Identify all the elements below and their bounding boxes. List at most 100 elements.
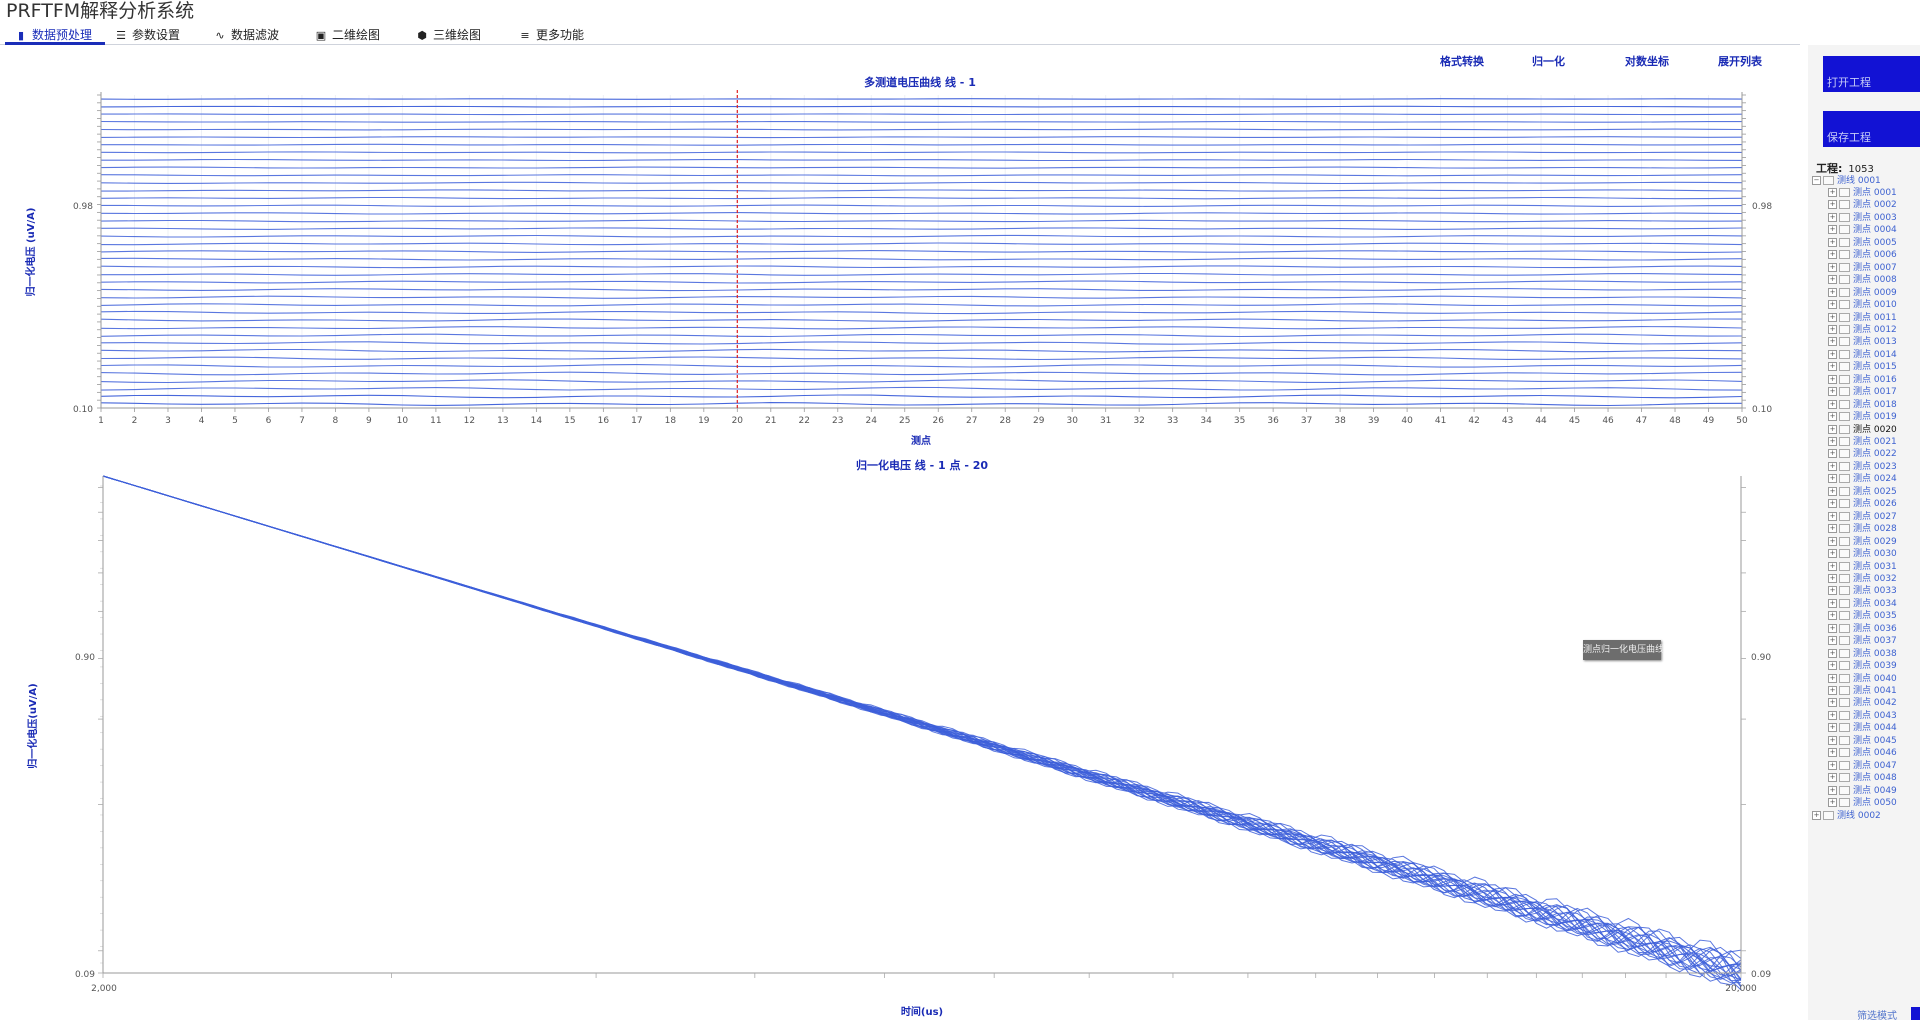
expand-toggle-icon[interactable]: + [1828,486,1837,496]
tree-point-node[interactable]: + 测点 0041 [1828,685,1897,697]
tree-point-node[interactable]: + 测点 0048 [1828,772,1897,784]
expand-toggle-icon[interactable]: + [1828,349,1837,359]
tree-point-node[interactable]: + 测点 0031 [1828,561,1897,573]
expand-toggle-icon[interactable]: + [1828,499,1837,509]
project-tree[interactable]: − 测线 0001 + 测点 0001 + 测点 0002 + 测点 0003 + 测点 0004… [1812,175,1920,835]
tree-point-node[interactable]: + 测点 0044 [1828,722,1897,734]
tree-point-node[interactable]: + 测点 0016 [1828,374,1897,386]
tree-point-node[interactable]: + 测点 0034 [1828,598,1897,610]
tree-point-node[interactable]: + 测点 0033 [1828,585,1897,597]
tree-line-node[interactable]: + 测线 0002 [1812,810,1881,822]
normalize-button[interactable]: 归一化 [1532,55,1565,68]
expand-toggle-icon[interactable]: + [1828,412,1837,422]
tree-point-node[interactable]: + 测点 0002 [1828,199,1897,211]
expand-toggle-icon[interactable]: + [1828,399,1837,409]
expand-toggle-icon[interactable]: + [1828,623,1837,633]
expand-toggle-icon[interactable]: + [1828,636,1837,646]
tree-point-node[interactable]: + 测点 0039 [1828,660,1897,672]
tree-point-node[interactable]: + 测点 0027 [1828,511,1897,523]
tree-point-node[interactable]: + 测点 0022 [1828,448,1897,460]
expand-toggle-icon[interactable]: + [1828,573,1837,583]
tree-point-node[interactable]: + 测点 0038 [1828,648,1897,660]
tree-point-node[interactable]: + 测点 0036 [1828,623,1897,635]
expand-toggle-icon[interactable]: + [1828,212,1837,222]
tree-point-node[interactable]: + 测点 0007 [1828,262,1897,274]
expand-toggle-icon[interactable]: + [1828,461,1837,471]
tree-point-node[interactable]: + 测点 0030 [1828,548,1897,560]
expand-toggle-icon[interactable]: + [1828,387,1837,397]
tree-point-node[interactable]: + 测点 0012 [1828,324,1897,336]
tree-point-node[interactable]: + 测点 0042 [1828,697,1897,709]
expand-toggle-icon[interactable]: + [1828,237,1837,247]
expand-toggle-icon[interactable]: + [1828,698,1837,708]
expand-toggle-icon[interactable]: + [1828,785,1837,795]
tree-point-node[interactable]: + 测点 0035 [1828,610,1897,622]
tree-point-node[interactable]: + 测点 0009 [1828,287,1897,299]
expand-toggle-icon[interactable]: + [1828,598,1837,608]
expand-toggle-icon[interactable]: + [1828,374,1837,384]
expand-toggle-icon[interactable]: + [1828,474,1837,484]
expand-toggle-icon[interactable]: + [1828,686,1837,695]
expand-toggle-icon[interactable]: + [1828,760,1837,770]
tab-2d-plot[interactable]: ▣ 二维绘图 [314,26,380,43]
tree-point-node[interactable]: + 测点 0010 [1828,299,1897,311]
expand-toggle-icon[interactable]: + [1828,735,1837,745]
tab-parameter-settings[interactable]: ☰ 参数设置 [114,26,180,43]
tree-point-node[interactable]: + 测点 0043 [1828,710,1897,722]
tree-point-node[interactable]: + 测点 0020 [1828,424,1897,436]
expand-toggle-icon[interactable]: + [1828,250,1837,260]
expand-toggle-icon[interactable]: + [1828,225,1837,235]
tree-point-node[interactable]: + 测点 0019 [1828,411,1897,423]
expand-toggle-icon[interactable]: + [1828,524,1837,534]
tree-point-node[interactable]: + 测点 0013 [1828,336,1897,348]
expand-list-button[interactable]: 展开列表 [1718,55,1762,68]
tree-point-node[interactable]: + 测点 0050 [1828,797,1897,809]
tree-point-node[interactable]: + 测点 0018 [1828,399,1897,411]
expand-toggle-icon[interactable]: + [1828,312,1837,322]
tree-point-node[interactable]: + 测点 0021 [1828,436,1897,448]
log-coords-button[interactable]: 对数坐标 [1625,55,1669,68]
tree-point-node[interactable]: + 测点 0005 [1828,237,1897,249]
expand-toggle-icon[interactable]: + [1828,200,1837,210]
tree-point-node[interactable]: + 测点 0008 [1828,274,1897,286]
expand-toggle-icon[interactable]: + [1828,287,1837,297]
tree-point-node[interactable]: + 测点 0032 [1828,573,1897,585]
expand-toggle-icon[interactable]: + [1828,300,1837,310]
expand-toggle-icon[interactable]: + [1828,188,1837,197]
expand-toggle-icon[interactable]: + [1812,810,1821,820]
expand-toggle-icon[interactable]: + [1828,648,1837,658]
expand-toggle-icon[interactable]: + [1828,324,1837,334]
tab-data-preprocess[interactable]: ▮ 数据预处理 [14,26,92,43]
expand-toggle-icon[interactable]: + [1828,362,1837,372]
tree-point-node[interactable]: + 测点 0004 [1828,224,1897,236]
expand-toggle-icon[interactable]: + [1828,437,1837,446]
tree-point-node[interactable]: + 测点 0049 [1828,785,1897,797]
expand-toggle-icon[interactable]: + [1828,536,1837,546]
tree-point-node[interactable]: + 测点 0046 [1828,747,1897,759]
save-project-button[interactable]: 保存工程 [1823,111,1920,147]
tab-more-functions[interactable]: ≡ 更多功能 [518,26,584,43]
format-convert-button[interactable]: 格式转换 [1440,55,1484,68]
tree-point-node[interactable]: + 测点 0024 [1828,473,1897,485]
tree-point-node[interactable]: + 测点 0037 [1828,635,1897,647]
tree-line-node[interactable]: − 测线 0001 [1812,175,1881,187]
tree-point-node[interactable]: + 测点 0003 [1828,212,1897,224]
tree-point-node[interactable]: + 测点 0040 [1828,673,1897,685]
tree-point-node[interactable]: + 测点 0047 [1828,760,1897,772]
expand-toggle-icon[interactable]: + [1828,661,1837,671]
tree-point-node[interactable]: + 测点 0006 [1828,249,1897,261]
expand-toggle-icon[interactable]: + [1828,561,1837,571]
expand-toggle-icon[interactable]: + [1828,511,1837,521]
expand-toggle-icon[interactable]: − [1812,176,1821,185]
expand-toggle-icon[interactable]: + [1828,798,1837,808]
expand-toggle-icon[interactable]: + [1828,549,1837,559]
tree-point-node[interactable]: + 测点 0014 [1828,349,1897,361]
tab-3d-plot[interactable]: ⬢ 三维绘图 [415,26,481,43]
tree-point-node[interactable]: + 测点 0026 [1828,498,1897,510]
expand-toggle-icon[interactable]: + [1828,748,1837,758]
tree-point-node[interactable]: + 测点 0029 [1828,536,1897,548]
expand-toggle-icon[interactable]: + [1828,611,1837,621]
expand-toggle-icon[interactable]: + [1828,275,1837,285]
tree-point-node[interactable]: + 测点 0023 [1828,461,1897,473]
tree-point-node[interactable]: + 测点 0015 [1828,361,1897,373]
